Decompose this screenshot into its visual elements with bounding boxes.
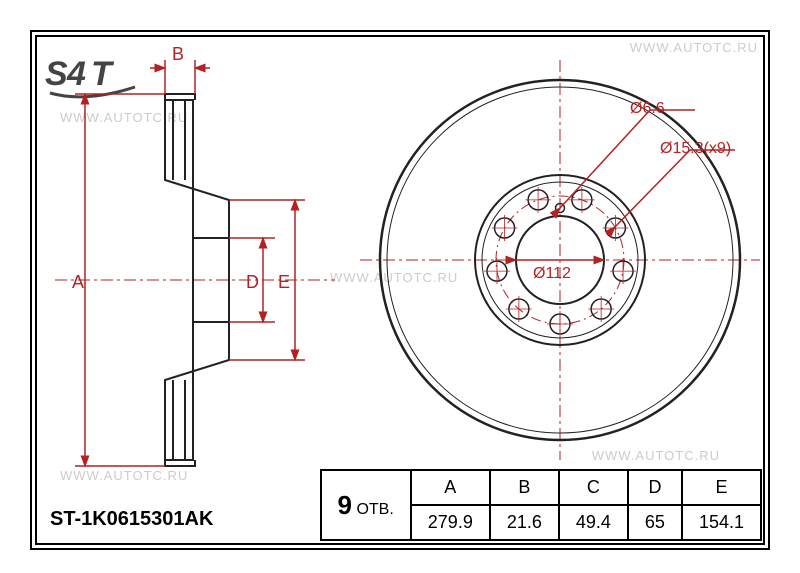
dim-label-A: A [72, 272, 84, 293]
holes-count: 9 [338, 490, 352, 520]
dim-value: 154.1 [682, 505, 761, 540]
dim-value: 65 [628, 505, 682, 540]
dimension-table: 9 ОТВ. A B C D E 279.9 21.6 49.4 65 154.… [320, 469, 762, 541]
dim-value: 279.9 [411, 505, 490, 540]
dim-label-B: B [172, 44, 184, 65]
dim-header: C [559, 470, 628, 505]
dim-label-E: E [278, 272, 290, 293]
dim-header: B [490, 470, 559, 505]
watermark: WWW.AUTOTC.RU [630, 40, 758, 55]
face-view-drawing [355, 55, 765, 465]
callout-small-hole: Ø6.6 [630, 100, 665, 118]
callout-bolt-hole: Ø15.3(x9) [660, 140, 731, 158]
dim-header: A [411, 470, 490, 505]
dim-value: 21.6 [490, 505, 559, 540]
dim-label-D: D [246, 272, 259, 293]
side-view-drawing [45, 40, 345, 480]
holes-label: ОТВ. [356, 501, 393, 518]
part-number: ST-1K0615301AK [50, 508, 213, 531]
dim-header: D [628, 470, 682, 505]
holes-cell: 9 ОТВ. [321, 470, 411, 540]
dim-header: E [682, 470, 761, 505]
dim-value: 49.4 [559, 505, 628, 540]
callout-bore: Ø112 [533, 265, 571, 283]
